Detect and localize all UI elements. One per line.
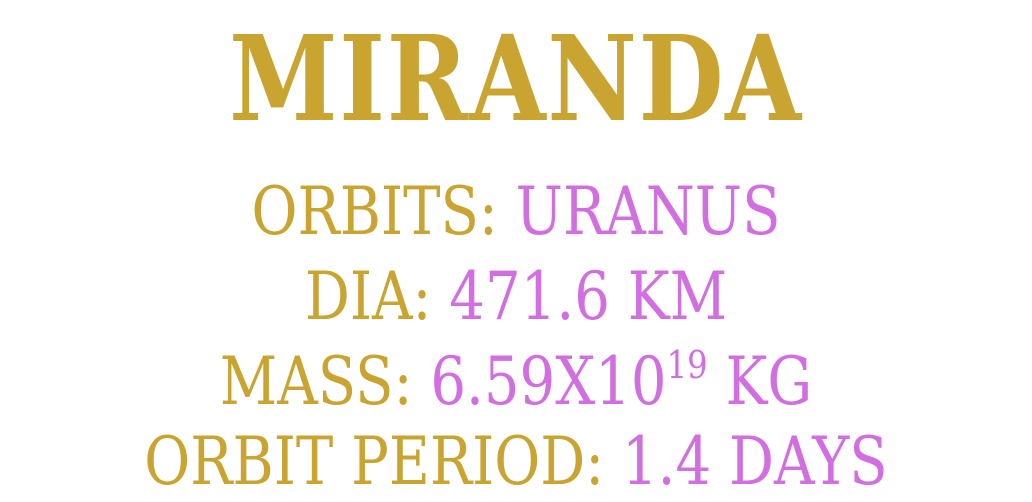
mass-label: MASS: — [219, 343, 413, 420]
orbit-period-row: ORBIT PERIOD: 1.4 DAYS — [77, 422, 954, 502]
mass-value-exponent: 19 — [666, 343, 708, 387]
orbits-row: ORBITS: URANUS — [77, 172, 954, 252]
diameter-label: DIA: — [304, 258, 432, 335]
orbit-period-label: ORBIT PERIOD: — [144, 423, 605, 500]
orbits-value: URANUS — [515, 173, 781, 250]
diameter-row: DIA: 471.6 KM — [77, 257, 954, 337]
orbit-period-value: 1.4 DAYS — [621, 423, 888, 500]
mass-value-base: 6.59X10 — [430, 343, 667, 420]
moon-title: MIRANDA — [229, 9, 803, 148]
mass-value-unit: KG — [725, 343, 813, 420]
orbits-label: ORBITS: — [251, 173, 498, 250]
mass-value: 6.59X1019 KG — [430, 343, 812, 420]
mass-row: MASS: 6.59X1019 KG — [77, 342, 954, 422]
diameter-value: 471.6 KM — [449, 258, 728, 335]
